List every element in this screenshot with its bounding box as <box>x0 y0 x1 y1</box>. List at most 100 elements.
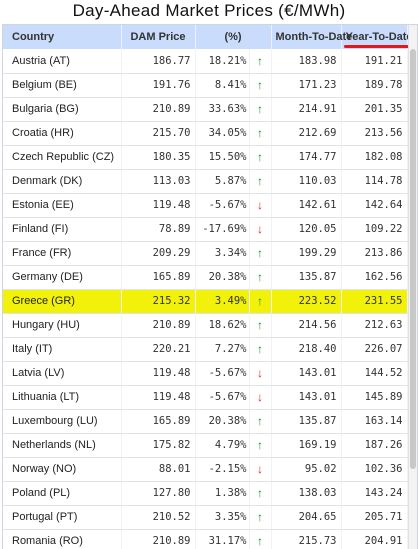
arrow-up-icon: ↑ <box>249 505 272 530</box>
table-row[interactable]: Romania (RO) 210.89 31.17% ↑ 215.73 204.91 <box>3 529 408 549</box>
country-cell: Finland (FI) <box>3 217 122 242</box>
table-row[interactable]: Estonia (EE) 119.48 -5.67% ↓ 142.61 142.64 <box>3 193 408 218</box>
column-header-dam-price[interactable]: DAM Price <box>121 25 196 49</box>
month-to-date-cell: 138.03 <box>271 481 342 506</box>
country-cell: Belgium (BE) <box>3 73 122 98</box>
percent-change-cell: -5.67% <box>195 193 250 218</box>
table-row[interactable]: Luxembourg (LU) 165.89 20.38% ↑ 135.87 163.14 <box>3 409 408 434</box>
table-row[interactable]: Bulgaria (BG) 210.89 33.63% ↑ 214.91 201.35 <box>3 97 408 122</box>
country-cell: France (FR) <box>3 241 122 266</box>
year-to-date-cell: 212.63 <box>341 313 408 338</box>
year-to-date-cell: 102.36 <box>341 457 408 482</box>
country-cell: Denmark (DK) <box>3 169 122 194</box>
table-row[interactable]: Croatia (HR) 215.70 34.05% ↑ 212.69 213.56 <box>3 121 408 146</box>
dam-price-cell: 88.01 <box>121 457 196 482</box>
percent-change-cell: 33.63% <box>195 97 250 122</box>
country-cell: Germany (DE) <box>3 265 122 290</box>
country-cell: Croatia (HR) <box>3 121 122 146</box>
table-row[interactable]: France (FR) 209.29 3.34% ↑ 199.29 213.86 <box>3 241 408 266</box>
percent-change-cell: 34.05% <box>195 121 250 146</box>
table-row[interactable]: Portugal (PT) 210.52 3.35% ↑ 204.65 205.71 <box>3 505 408 530</box>
month-to-date-cell: 95.02 <box>271 457 342 482</box>
table-row-highlighted[interactable]: Greece (GR) 215.32 3.49% ↑ 223.52 231.55 <box>3 289 408 314</box>
year-to-date-label: Year-To-Date <box>343 31 415 48</box>
percent-change-cell: 1.38% <box>195 481 250 506</box>
column-header-country[interactable]: Country <box>3 25 122 49</box>
arrow-up-icon: ↑ <box>249 481 272 506</box>
country-cell: Estonia (EE) <box>3 193 122 218</box>
table-row[interactable]: Germany (DE) 165.89 20.38% ↑ 135.87 162.56 <box>3 265 408 290</box>
year-to-date-cell: 205.71 <box>341 505 408 530</box>
percent-change-cell: 20.38% <box>195 265 250 290</box>
year-to-date-cell: 201.35 <box>341 97 408 122</box>
table-row[interactable]: Finland (FI) 78.89 -17.69% ↓ 120.05 109.22 <box>3 217 408 242</box>
vertical-scrollbar[interactable] <box>408 25 417 549</box>
table-row[interactable]: Belgium (BE) 191.76 8.41% ↑ 171.23 189.78 <box>3 73 408 98</box>
table-row[interactable]: Norway (NO) 88.01 -2.15% ↓ 95.02 102.36 <box>3 457 408 482</box>
table-row[interactable]: Austria (AT) 186.77 18.21% ↑ 183.98 191.21 <box>3 49 408 74</box>
percent-change-cell: 4.79% <box>195 433 250 458</box>
arrow-down-icon: ↓ <box>249 385 272 410</box>
country-cell: Luxembourg (LU) <box>3 409 122 434</box>
year-to-date-cell: 109.22 <box>341 217 408 242</box>
dam-price-cell: 180.35 <box>121 145 196 170</box>
year-to-date-cell: 142.64 <box>341 193 408 218</box>
month-to-date-cell: 143.01 <box>271 361 342 386</box>
percent-change-cell: 3.34% <box>195 241 250 266</box>
dam-price-cell: 165.89 <box>121 409 196 434</box>
month-to-date-cell: 169.19 <box>271 433 342 458</box>
dam-price-cell: 209.29 <box>121 241 196 266</box>
column-header-year-to-date[interactable]: Year-To-Date <box>341 25 415 49</box>
dam-price-cell: 220.21 <box>121 337 196 362</box>
dam-price-cell: 113.03 <box>121 169 196 194</box>
country-cell: Lithuania (LT) <box>3 385 122 410</box>
arrow-up-icon: ↑ <box>249 433 272 458</box>
country-cell: Latvia (LV) <box>3 361 122 386</box>
arrow-up-icon: ↑ <box>249 337 272 362</box>
percent-change-cell: 15.50% <box>195 145 250 170</box>
active-sort-underline <box>343 45 415 48</box>
column-header-month-to-date[interactable]: Month-To-Date <box>271 25 352 49</box>
dam-price-cell: 215.70 <box>121 121 196 146</box>
arrow-up-icon: ↑ <box>249 265 272 290</box>
year-to-date-cell: 226.07 <box>341 337 408 362</box>
month-to-date-cell: 135.87 <box>271 265 342 290</box>
table-row[interactable]: Lithuania (LT) 119.48 -5.67% ↓ 143.01 145.89 <box>3 385 408 410</box>
country-cell: Greece (GR) <box>3 289 122 314</box>
month-to-date-cell: 183.98 <box>271 49 342 74</box>
arrow-up-icon: ↑ <box>249 121 272 146</box>
year-to-date-text: Year-To-Date <box>345 31 413 43</box>
table-row[interactable]: Poland (PL) 127.80 1.38% ↑ 138.03 143.24 <box>3 481 408 506</box>
arrow-down-icon: ↓ <box>249 361 272 386</box>
table-row[interactable]: Latvia (LV) 119.48 -5.67% ↓ 143.01 144.52 <box>3 361 408 386</box>
arrow-up-icon: ↑ <box>249 289 272 314</box>
table-row[interactable]: Denmark (DK) 113.03 5.87% ↑ 110.03 114.78 <box>3 169 408 194</box>
arrow-up-icon: ↑ <box>249 241 272 266</box>
country-cell: Austria (AT) <box>3 49 122 74</box>
column-header-percent[interactable]: (%) <box>195 25 272 49</box>
arrow-down-icon: ↓ <box>249 193 272 218</box>
table-row[interactable]: Netherlands (NL) 175.82 4.79% ↑ 169.19 187.26 <box>3 433 408 458</box>
percent-change-cell: 31.17% <box>195 529 250 549</box>
country-cell: Italy (IT) <box>3 337 122 362</box>
dam-price-cell: 119.48 <box>121 193 196 218</box>
table-row[interactable]: Hungary (HU) 210.89 18.62% ↑ 214.56 212.63 <box>3 313 408 338</box>
year-to-date-cell: 162.56 <box>341 265 408 290</box>
dam-price-cell: 78.89 <box>121 217 196 242</box>
percent-change-cell: 20.38% <box>195 409 250 434</box>
prices-table-container[interactable]: Country DAM Price (%) Month-To-Date Year… <box>2 24 418 549</box>
country-cell: Portugal (PT) <box>3 505 122 530</box>
arrow-up-icon: ↑ <box>249 73 272 98</box>
table-header-row: Country DAM Price (%) Month-To-Date Year… <box>3 25 415 49</box>
year-to-date-cell: 187.26 <box>341 433 408 458</box>
year-to-date-cell: 182.08 <box>341 145 408 170</box>
table-body: Austria (AT) 186.77 18.21% ↑ 183.98 191.21 Bel… <box>3 49 408 549</box>
arrow-down-icon: ↓ <box>249 457 272 482</box>
month-to-date-cell: 199.29 <box>271 241 342 266</box>
table-row[interactable]: Italy (IT) 220.21 7.27% ↑ 218.40 226.07 <box>3 337 408 362</box>
year-to-date-cell: 145.89 <box>341 385 408 410</box>
scrollbar-thumb[interactable] <box>410 49 416 469</box>
country-cell: Bulgaria (BG) <box>3 97 122 122</box>
table-row[interactable]: Czech Republic (CZ) 180.35 15.50% ↑ 174.77 18… <box>3 145 408 170</box>
